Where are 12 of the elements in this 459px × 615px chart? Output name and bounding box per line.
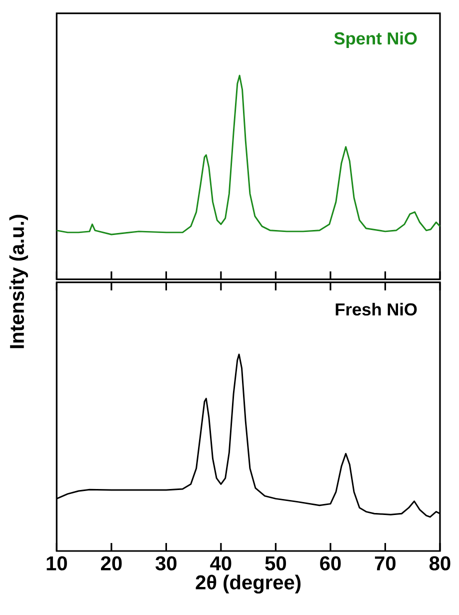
x-tick-label: 40 xyxy=(210,556,232,570)
x-tick-label: 20 xyxy=(100,556,122,570)
x-tick-label: 30 xyxy=(156,556,176,570)
x-tick-label: 50 xyxy=(265,556,286,570)
legend-label: Fresh NiO xyxy=(336,302,417,316)
x-tick-label: 70 xyxy=(374,556,396,570)
y-axis-title: Intensity (a.u.) xyxy=(9,214,28,348)
x-tick-label: 80 xyxy=(429,556,450,570)
x-axis-title: 2θ (degree) xyxy=(196,574,301,594)
x-tick-label: 10 xyxy=(46,556,67,570)
text: Spent NiO xyxy=(334,32,417,48)
x-tick-label: 60 xyxy=(320,556,341,570)
